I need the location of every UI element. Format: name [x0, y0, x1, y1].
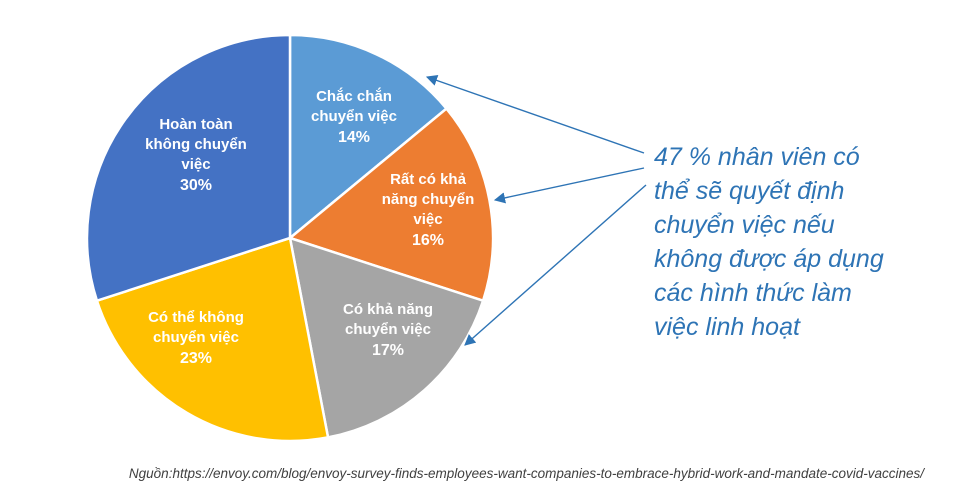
slice-labels: Chắc chắn chuyển việc 14% Rất có khả năng ch… [145, 87, 474, 367]
annotation-line: thể sẽ quyết định [654, 177, 845, 205]
annotation-line: 47 % nhân viên có [654, 143, 860, 171]
annotation-arrow [464, 184, 647, 346]
annotation-line: chuyển việc nếu [654, 211, 835, 239]
pie-slice [95, 236, 330, 443]
slice-label: Chắc chắn chuyển việc 14% [311, 87, 397, 146]
slice-label: Có khả năng chuyển việc 17% [343, 301, 433, 359]
annotation-line: không được áp dụng [654, 245, 884, 273]
pie-slice [288, 33, 449, 241]
slice-label: Rất có khả năng chuyển việc 16% [382, 171, 475, 249]
annotation-arrow [493, 167, 645, 204]
annotation-arrow [425, 75, 645, 154]
pie-slice [287, 106, 495, 303]
annotation-line: việc linh hoạt [654, 313, 800, 341]
pie-slices [85, 33, 495, 443]
pie-slice [85, 33, 292, 303]
annotation-text: 47 % nhân viên có thể sẽ quyết định chuy… [654, 140, 954, 344]
annotation-line: các hình thức làm [654, 279, 852, 307]
slice-label: Có thể không chuyển việc 23% [148, 309, 244, 367]
annotation-arrows [425, 75, 647, 346]
slice-label: Hoàn toàn không chuyển việc 30% [145, 116, 247, 194]
pie-slice [288, 236, 485, 439]
source-note: Nguồn:https://envoy.com/blog/envoy-surve… [128, 466, 924, 481]
